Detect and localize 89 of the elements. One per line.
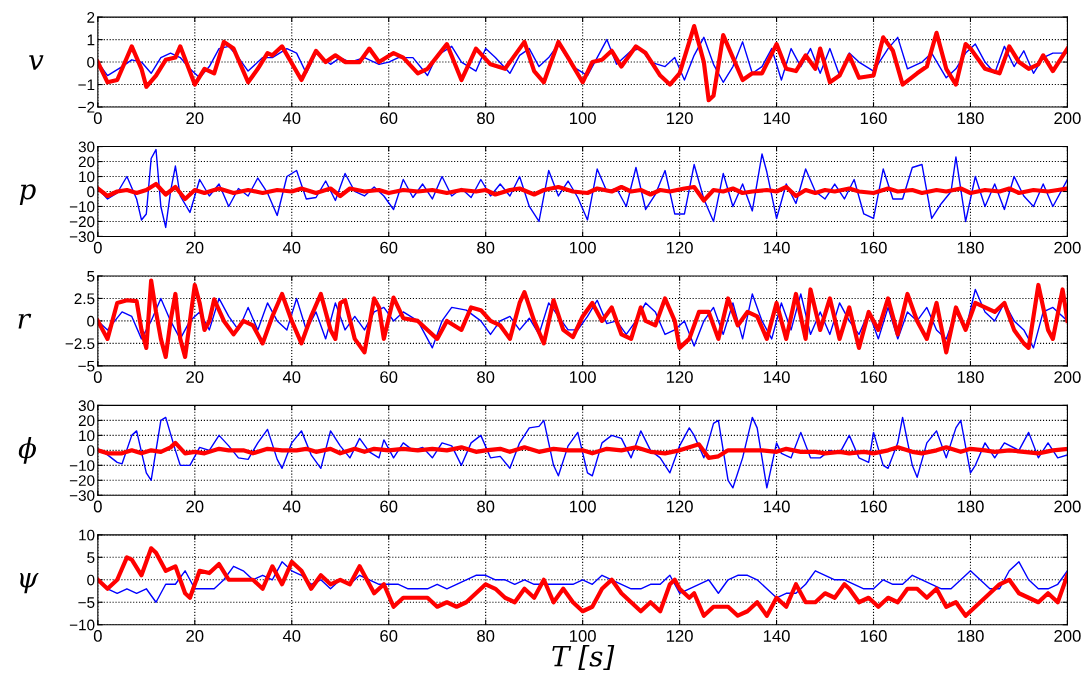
x-tick-label: 160 xyxy=(860,371,887,383)
y-tick-label: 0 xyxy=(87,574,95,586)
x-tick-label: 180 xyxy=(957,371,984,383)
x-tick-label: 40 xyxy=(282,241,301,254)
y-axis-title: ψ xyxy=(20,573,39,594)
x-tick-label: 180 xyxy=(957,241,984,254)
x-tick-label: 60 xyxy=(380,371,398,383)
x-tick-label: 200 xyxy=(1054,630,1081,642)
y-tick-label: −10 xyxy=(69,619,95,631)
y-tick-label: −10 xyxy=(69,460,95,472)
x-tick-label: 20 xyxy=(186,630,204,642)
y-tick-label: −30 xyxy=(69,231,95,243)
y-tick-label: 30 xyxy=(78,141,95,153)
x-tick-label: 120 xyxy=(666,241,693,254)
x-tick-label: 120 xyxy=(666,371,693,383)
y-tick-label: −10 xyxy=(69,201,95,213)
x-tick-label: 40 xyxy=(282,500,301,513)
y-tick-label: 2.5 xyxy=(74,293,95,305)
x-tick-label: 40 xyxy=(282,630,301,642)
x-tick-label: 20 xyxy=(186,500,204,513)
x-tick-label: 160 xyxy=(860,630,887,642)
y-tick-label: 10 xyxy=(79,430,95,442)
y-tick-label: 0 xyxy=(87,186,95,198)
y-tick-label: −20 xyxy=(69,216,95,228)
x-tick-label: 140 xyxy=(763,241,790,254)
x-tick-label: 100 xyxy=(570,241,596,254)
y-tick-label: 0 xyxy=(87,445,95,457)
x-tick-label: 200 xyxy=(1054,371,1081,383)
x-tick-label: 60 xyxy=(380,500,398,513)
x-tick-label: 80 xyxy=(477,630,495,642)
x-tick-label: 180 xyxy=(957,112,984,125)
x-tick-label: 100 xyxy=(570,630,596,642)
y-tick-label: 20 xyxy=(78,415,95,427)
x-tick-label: 60 xyxy=(380,630,398,642)
x-tick-label: 120 xyxy=(666,500,693,513)
y-tick-label: −2 xyxy=(78,101,95,113)
y-tick-label: −5 xyxy=(78,597,95,608)
y-tick-label: 0 xyxy=(87,56,95,68)
y-axis-title: ϕ xyxy=(18,436,36,464)
x-tick-label: 160 xyxy=(860,112,887,125)
x-tick-label: 20 xyxy=(186,241,204,254)
y-tick-label: 5 xyxy=(87,552,95,563)
x-tick-label: 20 xyxy=(186,112,204,125)
y-axis-title: v xyxy=(29,55,44,70)
y-tick-label: 2 xyxy=(87,11,95,23)
y-axis-title: p xyxy=(19,184,36,205)
line-series xyxy=(97,181,1068,203)
line-series xyxy=(97,546,1068,618)
y-tick-label: 20 xyxy=(78,156,95,168)
x-tick-label: 100 xyxy=(570,371,596,383)
y-tick-label: −2.5 xyxy=(65,338,95,350)
y-tick-label: 1 xyxy=(87,34,95,46)
x-tick-label: 140 xyxy=(763,500,790,513)
x-axis-title: T [s] xyxy=(552,645,615,670)
y-tick-label: 10 xyxy=(79,171,95,183)
x-tick-label: 60 xyxy=(380,241,398,254)
x-tick-label: 80 xyxy=(477,112,495,125)
x-tick-label: 80 xyxy=(477,500,495,513)
x-tick-label: 40 xyxy=(282,371,301,383)
x-tick-label: 120 xyxy=(666,630,693,642)
line-series xyxy=(97,24,1068,103)
y-tick-label: 10 xyxy=(79,529,95,541)
x-tick-label: 120 xyxy=(666,112,693,125)
y-tick-label: −1 xyxy=(78,79,95,91)
x-tick-label: 200 xyxy=(1054,112,1081,125)
x-tick-label: 180 xyxy=(957,630,984,642)
x-tick-label: 180 xyxy=(957,500,984,513)
x-tick-label: 200 xyxy=(1054,500,1081,513)
x-tick-label: 80 xyxy=(477,371,495,383)
x-tick-label: 20 xyxy=(186,371,204,383)
x-tick-label: 140 xyxy=(763,630,790,642)
line-series xyxy=(97,440,1068,460)
x-tick-label: 80 xyxy=(477,241,495,254)
y-tick-label: −20 xyxy=(69,475,95,486)
x-tick-label: 60 xyxy=(380,112,398,125)
y-tick-label: 30 xyxy=(78,400,95,412)
y-tick-label: −30 xyxy=(69,490,95,501)
x-tick-label: 100 xyxy=(570,112,596,125)
y-tick-label: 5 xyxy=(87,271,95,282)
x-tick-label: 160 xyxy=(860,500,887,513)
x-tick-label: 40 xyxy=(282,112,301,125)
x-tick-label: 100 xyxy=(570,500,596,513)
y-tick-label: −5 xyxy=(78,360,95,372)
y-tick-label: 0 xyxy=(87,315,95,327)
x-tick-label: 140 xyxy=(763,371,790,383)
x-tick-label: 160 xyxy=(860,241,887,254)
y-axis-title: r xyxy=(18,313,32,329)
x-tick-label: 200 xyxy=(1054,241,1081,254)
x-tick-label: 140 xyxy=(763,112,790,125)
